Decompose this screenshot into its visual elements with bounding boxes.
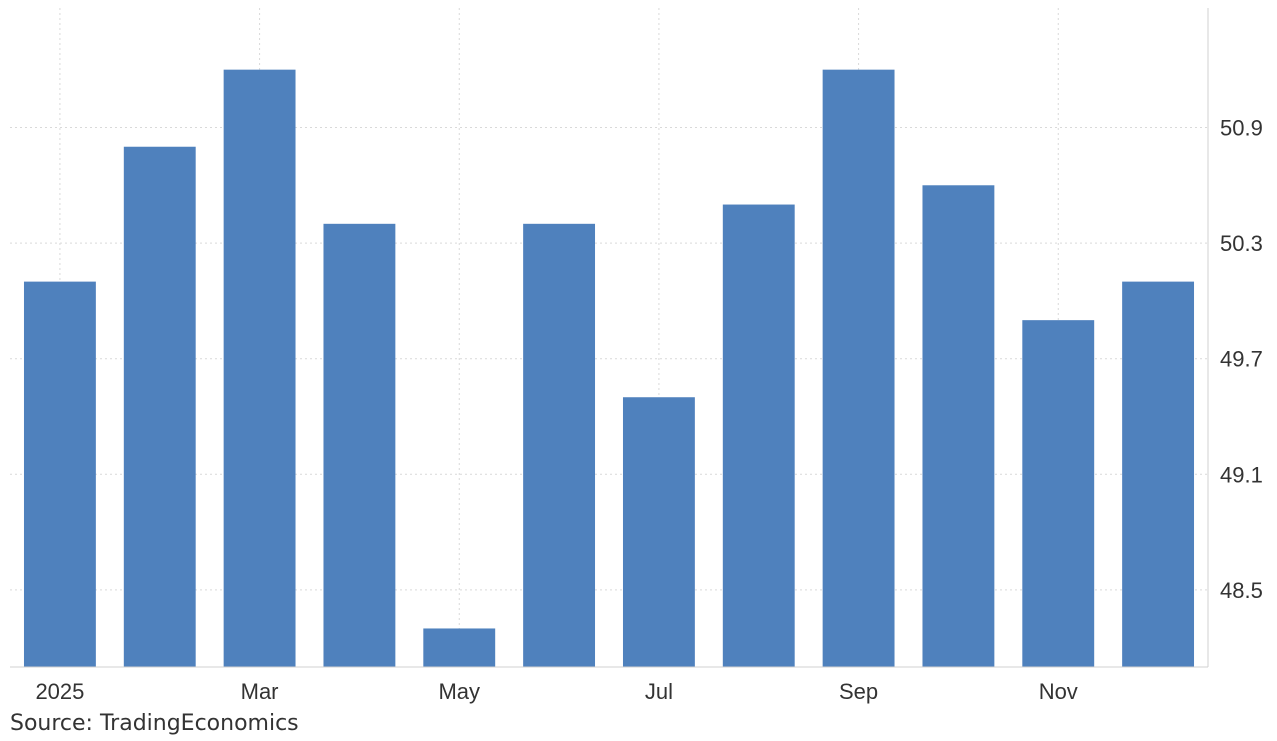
y-tick-label: 50.3 xyxy=(1220,231,1263,256)
x-tick-label: 2025 xyxy=(35,679,84,704)
y-tick-label: 48.5 xyxy=(1220,578,1263,603)
bar-mar xyxy=(223,69,296,667)
bar-dec xyxy=(1122,281,1195,667)
bar-sep xyxy=(822,69,895,667)
bar-apr xyxy=(323,223,396,667)
source-label: Source: TradingEconomics xyxy=(10,711,299,736)
bar-nov xyxy=(1022,320,1095,667)
bar-aug xyxy=(722,204,795,667)
bar-oct xyxy=(922,185,995,668)
bar-jun xyxy=(523,223,596,667)
y-tick-label: 49.1 xyxy=(1220,462,1263,487)
y-tick-labels: 48.5 49.1 49.7 50.3 50.9 xyxy=(1220,115,1263,602)
x-tick-label: May xyxy=(438,679,480,704)
bar-jan xyxy=(23,281,96,667)
y-tick-label: 49.7 xyxy=(1220,347,1263,372)
x-tick-label: Sep xyxy=(839,679,878,704)
x-tick-label: Nov xyxy=(1039,679,1078,704)
bar-feb xyxy=(123,146,196,668)
bars xyxy=(23,69,1195,668)
x-tick-label: Mar xyxy=(241,679,279,704)
x-tick-label: Jul xyxy=(645,679,673,704)
x-tick-labels: 2025 Mar May Jul Sep Nov xyxy=(35,679,1077,704)
bar-jul xyxy=(622,397,695,667)
y-tick-label: 50.9 xyxy=(1220,115,1263,140)
bar-may xyxy=(423,628,496,667)
